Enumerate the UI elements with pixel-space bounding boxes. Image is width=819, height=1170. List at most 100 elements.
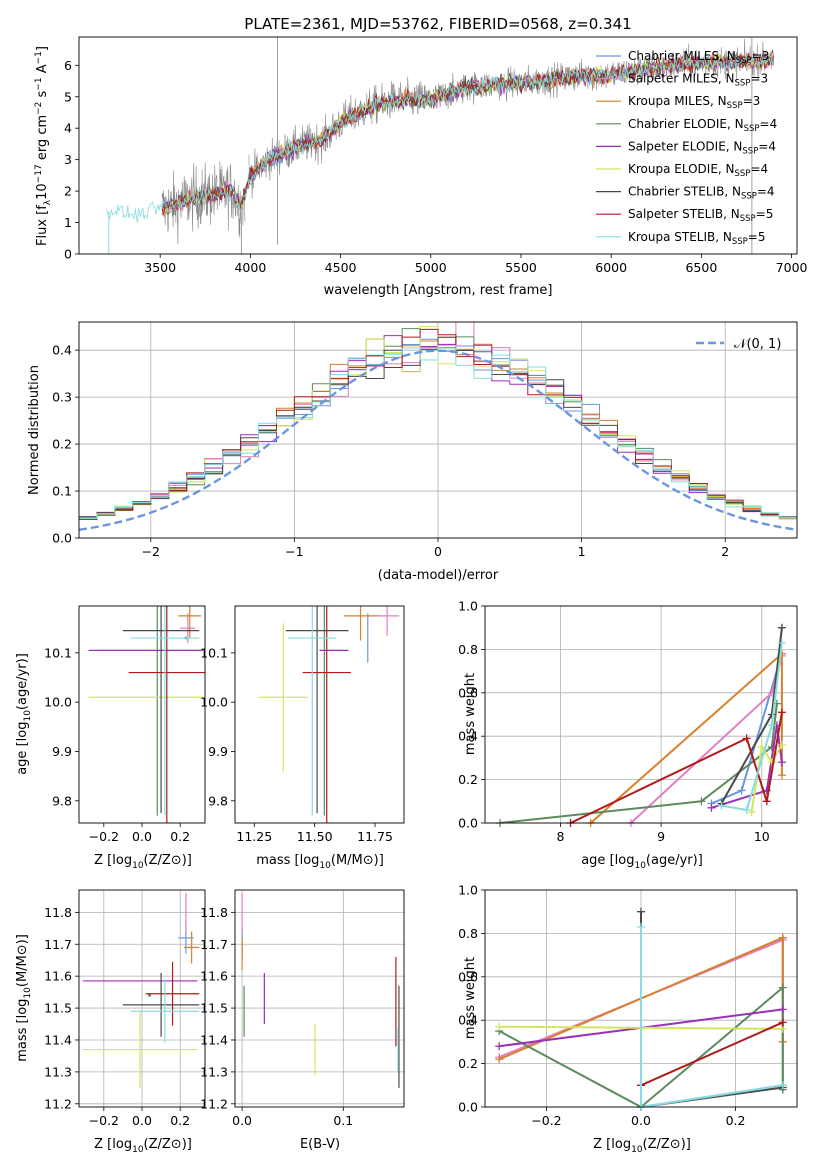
y-tick-label: 1.0 — [458, 599, 478, 614]
label-part: log — [611, 1137, 631, 1152]
weight-marker — [737, 786, 746, 795]
x-tick-label: −1 — [285, 544, 303, 559]
axes-frame — [234, 605, 405, 824]
label-part: log — [112, 1137, 132, 1152]
weight-marker — [742, 805, 751, 814]
y-tick-label: 11.2 — [200, 1096, 228, 1111]
legend-sub: SSP — [727, 101, 743, 111]
legend-entry: Chabrier STELIB, NSSP=4 — [628, 185, 775, 202]
charts-layer: 3500 4000 4500 5000 5500 6000 6500 7000 0 1 2 3 4 5 6 w… — [15, 36, 808, 1155]
label-part: log — [15, 999, 30, 1019]
legend-entry: Kroupa MILES, NSSP=3 — [628, 94, 760, 111]
label-part: E(B-V) — [300, 1137, 340, 1152]
weight-marker — [495, 1042, 504, 1051]
y-tick-label: 0.6 — [458, 969, 478, 984]
legend-sub: SSP — [735, 79, 751, 89]
y-tick-label: 9.8 — [208, 793, 228, 808]
legend-value: =4 — [750, 162, 768, 176]
axes-frame — [78, 605, 206, 824]
x-tick-label: 7000 — [776, 260, 808, 275]
weight-marker — [767, 758, 776, 767]
x-axis-label: Z [log10(Z/Z⊙)] — [94, 1137, 192, 1155]
y-tick-label: 0.4 — [458, 1013, 478, 1028]
y-label-part: 10 — [35, 183, 50, 200]
label-part: Z [ — [94, 853, 112, 868]
weight-marker — [697, 797, 706, 806]
x-axis-label: Z [log10(Z/Z⊙)] — [593, 1137, 691, 1155]
legend-entry: Chabrier ELODIE, NSSP=4 — [628, 117, 777, 134]
y-tick-label: 5 — [64, 89, 72, 104]
label-sub: 10 — [634, 861, 646, 871]
y-tick-label: 11.5 — [200, 1001, 228, 1016]
legend-name: Salpeter MILES, N — [628, 72, 735, 86]
residual-histogram — [79, 345, 797, 519]
weight-line — [498, 985, 784, 1107]
y-tick-label: 9.9 — [208, 744, 228, 759]
y-tick-label: 11.6 — [44, 969, 72, 984]
y-tick-label: 0.4 — [52, 343, 72, 358]
legend-value: =3 — [750, 72, 768, 86]
legend-sub: SSP — [736, 56, 752, 66]
y-tick-label: 11.4 — [200, 1032, 228, 1047]
legend-name: Salpeter STELIB, N — [628, 207, 740, 221]
legend-value: =4 — [760, 117, 778, 131]
y-tick-label: 10.0 — [200, 695, 228, 710]
x-tick-label: 10 — [754, 829, 770, 844]
x-axis-label: mass [log10(M/M⊙)] — [256, 853, 384, 871]
weight-marker — [637, 922, 645, 931]
y-tick-label: 9.8 — [52, 793, 72, 808]
y-tick-label: 0.8 — [458, 642, 478, 657]
legend-entry: Salpeter MILES, NSSP=3 — [628, 72, 768, 89]
x-tick-label: 11.75 — [357, 829, 393, 844]
weight-marker — [707, 803, 716, 812]
x-tick-label: 0.1 — [333, 1113, 353, 1128]
label-part: (Z/Z⊙)] — [643, 1137, 691, 1152]
weight-line — [640, 926, 783, 1107]
label-sub: 10 — [631, 1145, 643, 1155]
y-label-part: −17 — [34, 164, 44, 183]
x-tick-label: −0.2 — [531, 1113, 561, 1128]
x-tick-label: 4000 — [234, 260, 266, 275]
y-tick-label: 10.1 — [44, 645, 72, 660]
x-tick-label: 5500 — [505, 260, 537, 275]
age-vs-mass-panel: 11.25 11.50 11.75 9.8 9.9 10.0 10.1 mass [log10… — [200, 605, 405, 871]
legend-sub: SSP — [732, 237, 748, 247]
y-tick-label: 0.4 — [458, 729, 478, 744]
weight-marker — [778, 983, 787, 992]
y-tick-label: 11.3 — [44, 1064, 72, 1079]
legend-value: =5 — [756, 207, 774, 221]
legend-entry: Kroupa ELODIE, NSSP=4 — [628, 162, 768, 179]
y-label-part: erg cm — [35, 115, 50, 164]
y-tick-label: 0.0 — [52, 531, 72, 546]
label-part: Z [ — [593, 1137, 611, 1152]
x-axis-label: E(B-V) — [300, 1137, 340, 1152]
weight-marker — [778, 1018, 787, 1027]
y-label-part: λ — [43, 199, 53, 205]
weight-marker — [778, 933, 787, 942]
y-tick-label: 0.0 — [458, 816, 478, 831]
y-axis-label: mass [log10(M/M⊙)] — [15, 934, 33, 1062]
weight-marker — [495, 1055, 504, 1064]
y-tick-label: 11.8 — [200, 905, 228, 920]
label-sub: 10 — [23, 710, 33, 722]
label-sub: 10 — [132, 1145, 144, 1155]
mass-vs-ebv-panel: 0.0 0.1 11.2 11.3 11.4 11.5 11.6 11.7 11.8 E(B-V) — [200, 889, 405, 1152]
legend-name: Salpeter ELODIE, N — [628, 139, 742, 153]
label-part: mass [ — [15, 1018, 30, 1061]
data-point — [148, 993, 152, 997]
label-part: mass [ — [256, 853, 299, 868]
label-part: (Z/Z⊙)] — [144, 1137, 192, 1152]
x-tick-label: 0.2 — [170, 1113, 190, 1128]
y-label-part: Flux [f — [35, 205, 50, 246]
y-tick-label: 11.2 — [44, 1096, 72, 1111]
label-sub: 10 — [319, 861, 331, 871]
label-part: (M/M⊙)] — [331, 853, 384, 868]
x-tick-label: 6500 — [685, 260, 717, 275]
label-part: age [ — [15, 741, 30, 774]
label-part: (Z/Z⊙)] — [144, 853, 192, 868]
model-spectrum-line — [161, 53, 774, 210]
figure-title: PLATE=2361, MJD=53762, FIBERID=0568, z=0… — [244, 15, 631, 33]
normal-curve — [79, 349, 797, 531]
